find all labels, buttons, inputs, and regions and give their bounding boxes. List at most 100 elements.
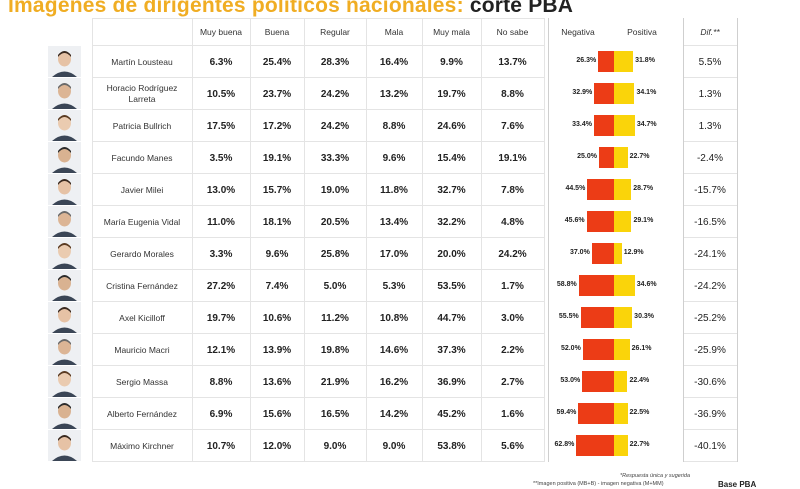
value-cell: 19.7%	[437, 88, 466, 100]
grid-line	[92, 77, 544, 78]
negative-bar	[587, 179, 614, 200]
positive-bar	[614, 339, 630, 360]
negative-bar	[580, 307, 614, 328]
value-cell: 1.7%	[501, 280, 524, 292]
column-header: Dif.**	[700, 27, 720, 37]
negative-value-label: 45.6%	[564, 217, 585, 224]
positive-value-label: 22.5%	[629, 409, 650, 416]
value-cell: 7.8%	[501, 184, 524, 196]
value-cell: 13.0%	[206, 184, 236, 196]
positive-value-label: 22.7%	[629, 153, 650, 160]
politician-name: Martín Lousteau	[111, 56, 173, 67]
difference-value: -2.4%	[696, 152, 724, 164]
value-cell: 6.3%	[209, 56, 233, 68]
grid-line	[548, 18, 549, 462]
difference-value: -15.7%	[694, 184, 726, 196]
grid-line	[92, 429, 544, 430]
value-cell: 6.9%	[209, 408, 233, 420]
value-cell: 19.7%	[206, 312, 236, 324]
difference-value: -40.1%	[694, 440, 726, 452]
positive-bar	[614, 51, 634, 72]
value-cell: 33.3%	[320, 152, 350, 164]
grid-line	[683, 461, 737, 462]
value-cell: 9.0%	[323, 440, 347, 452]
value-cell: 15.4%	[437, 152, 466, 164]
grid-line	[683, 45, 737, 46]
politician-photo	[48, 302, 81, 333]
value-cell: 16.2%	[379, 376, 409, 388]
grid-line	[92, 173, 544, 174]
negative-value-label: 32.9%	[572, 89, 593, 96]
value-cell: 1.6%	[501, 408, 524, 420]
positive-bar	[614, 371, 628, 392]
positive-value-label: 22.4%	[629, 377, 650, 384]
negative-value-label: 37.0%	[569, 249, 590, 256]
value-cell: 3.5%	[209, 152, 233, 164]
politician-name: Máximo Kirchner	[110, 440, 174, 451]
grid-line	[683, 301, 737, 302]
positive-bar	[614, 147, 628, 168]
value-cell: 24.6%	[437, 120, 466, 132]
negative-bar	[591, 243, 614, 264]
politician-name: Javier Milei	[120, 184, 164, 195]
negative-bar	[599, 147, 614, 168]
politician-name: Horacio Rodríguez Larreta	[106, 83, 178, 104]
politician-name: Mauricio Macri	[114, 344, 170, 355]
positive-bar	[614, 179, 632, 200]
value-cell: 4.8%	[501, 216, 524, 228]
value-cell: 14.6%	[379, 344, 409, 356]
value-cell: 23.7%	[262, 88, 292, 100]
value-cell: 12.1%	[206, 344, 236, 356]
grid-line	[683, 205, 737, 206]
value-cell: 53.5%	[437, 280, 466, 292]
value-cell: 17.2%	[262, 120, 292, 132]
value-cell: 3.3%	[209, 248, 233, 260]
positive-value-label: 34.7%	[636, 121, 657, 128]
positive-value-label: 30.3%	[634, 313, 655, 320]
value-cell: 27.2%	[206, 280, 236, 292]
negative-bar	[593, 115, 614, 136]
value-cell: 8.8%	[382, 120, 406, 132]
value-cell: 2.7%	[501, 376, 524, 388]
difference-value: -36.9%	[694, 408, 726, 420]
positive-bar	[614, 435, 628, 456]
politician-name: Alberto Fernández	[107, 408, 177, 419]
negative-value-label: 25.0%	[577, 153, 597, 160]
negative-bar	[582, 371, 614, 392]
positive-value-label: 26.1%	[631, 345, 652, 352]
value-cell: 32.2%	[437, 216, 466, 228]
politician-name: Cristina Fernández	[106, 280, 178, 291]
value-cell: 18.1%	[262, 216, 292, 228]
value-cell: 45.2%	[437, 408, 466, 420]
negative-value-label: 33.4%	[572, 121, 592, 128]
negative-bar	[594, 83, 614, 104]
grid-line	[92, 301, 544, 302]
positive-bar	[614, 307, 633, 328]
politician-name: Gerardo Morales	[110, 248, 174, 259]
grid-line	[250, 18, 251, 462]
value-cell: 7.6%	[501, 120, 524, 132]
value-cell: 13.4%	[379, 216, 409, 228]
value-cell: 17.5%	[206, 120, 236, 132]
negative-value-label: 52.0%	[560, 345, 581, 352]
value-cell: 13.9%	[262, 344, 292, 356]
grid-line	[92, 269, 544, 270]
grid-line	[192, 18, 193, 462]
value-cell: 16.5%	[320, 408, 350, 420]
value-cell: 19.1%	[498, 152, 527, 164]
difference-value: -30.6%	[694, 376, 726, 388]
grid-line	[683, 77, 737, 78]
value-cell: 24.2%	[320, 120, 350, 132]
negative-value-label: 44.5%	[565, 185, 586, 192]
grid-line	[683, 397, 737, 398]
value-cell: 24.2%	[320, 88, 350, 100]
positive-bar	[614, 243, 622, 264]
value-cell: 19.8%	[320, 344, 350, 356]
positive-value-label: 34.1%	[636, 89, 657, 96]
column-header: Regular	[320, 27, 350, 37]
grid-line	[683, 365, 737, 366]
negative-bar	[576, 435, 614, 456]
negative-bar	[598, 51, 614, 72]
value-cell: 15.6%	[262, 408, 292, 420]
column-header: Positiva	[627, 27, 657, 37]
